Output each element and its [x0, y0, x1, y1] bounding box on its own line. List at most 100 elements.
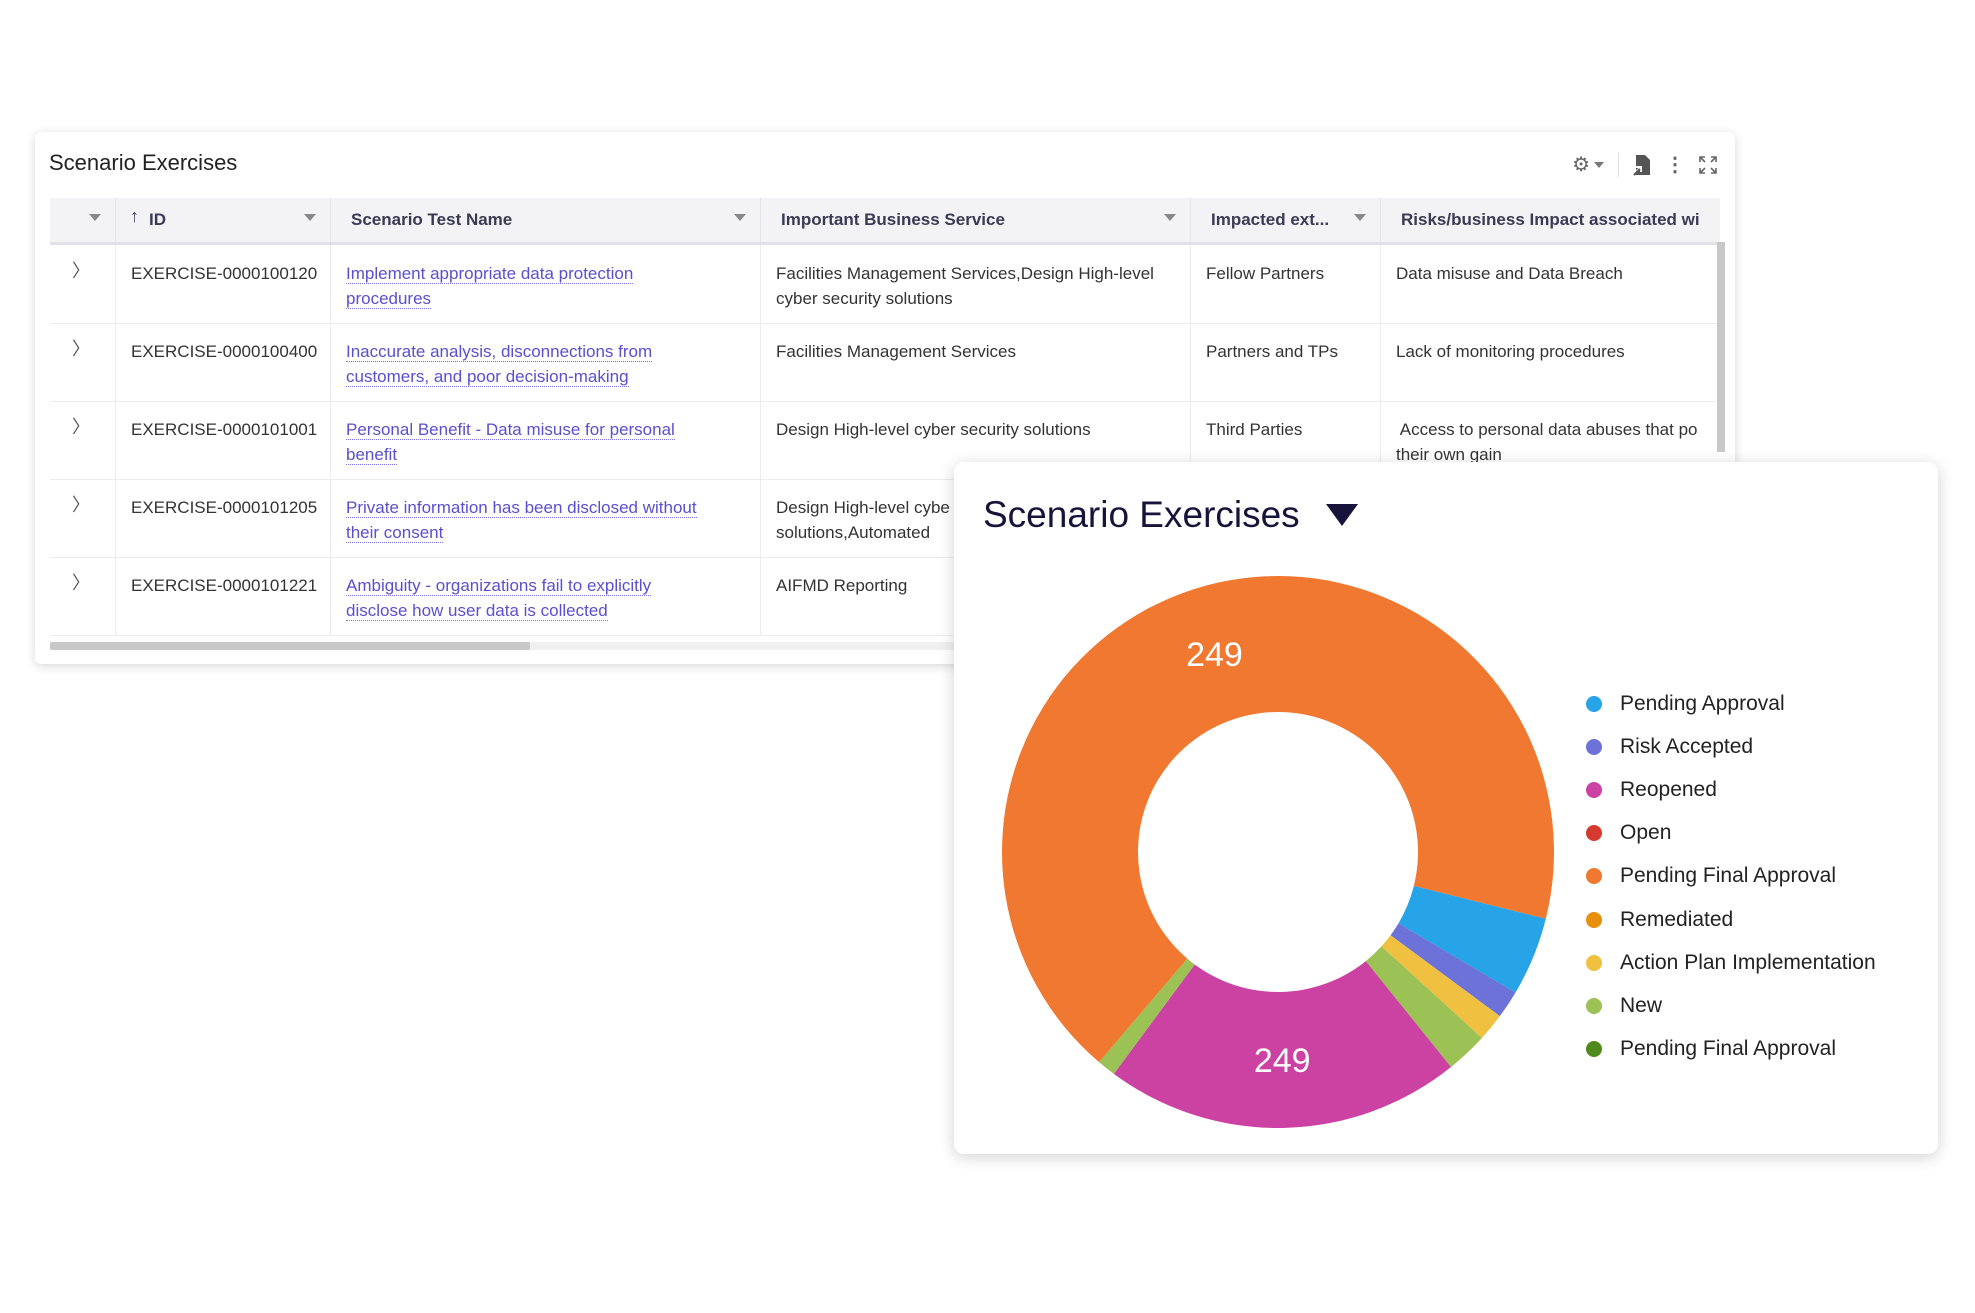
header-label: ID [149, 210, 166, 229]
caret-down-icon [734, 214, 746, 221]
donut-slice-risk-accepted[interactable] [1390, 923, 1516, 1017]
export-button[interactable] [1633, 154, 1651, 176]
cell-risk: Access to personal data abuses that po th… [1381, 401, 1720, 479]
toolbar-divider [1618, 152, 1619, 177]
donut-slice-new[interactable] [1365, 946, 1482, 1068]
expand-row-chevron-icon[interactable]: 〉 [50, 323, 116, 401]
legend-item[interactable]: Remediated [1582, 898, 1876, 941]
scenario-link[interactable]: disclose how user data is collected [346, 601, 608, 621]
scenario-link[interactable]: Ambiguity - organizations fail to explic… [346, 576, 652, 596]
donut-slice-pending-approval[interactable] [1398, 885, 1546, 993]
table-row[interactable]: 〉 EXERCISE-0000101205 Private information … [50, 479, 1720, 558]
chart-title-dropdown[interactable]: Scenario Exercises [983, 494, 1358, 536]
cell-impacted: Partners and TPs [1191, 323, 1381, 401]
legend-dot-icon [1586, 868, 1602, 885]
id-text: EXERCISE-0000100400 [131, 342, 318, 361]
legend-item[interactable]: Risk Accepted [1582, 725, 1876, 768]
header-label: Impacted ext... [1211, 210, 1330, 229]
table-title: Scenario Exercises [49, 150, 238, 175]
expand-icon [1699, 155, 1717, 174]
service-text: Facilities Management Services [776, 342, 1016, 361]
header-risks-business-impact[interactable]: Risks/business Impact associated wi [1381, 198, 1720, 242]
legend-label: Remediated [1620, 907, 1734, 931]
legend-label: Risk Accepted [1620, 734, 1754, 758]
legend-item[interactable]: Pending Final Approval [1582, 1028, 1876, 1071]
table-row[interactable]: 〉 EXERCISE-0000101221 Ambiguity - organiza… [50, 557, 1720, 636]
expand-row-chevron-icon[interactable]: 〉 [50, 401, 116, 479]
cell-service: Design High-level cybe solutions,Automate… [761, 479, 1191, 557]
more-options-button[interactable]: ⋮ [1665, 152, 1685, 177]
legend-label: Pending Final Approval [1620, 864, 1836, 888]
legend-dot-icon [1586, 781, 1602, 798]
expand-row-chevron-icon[interactable]: 〉 [50, 557, 116, 635]
vertical-dots-icon: ⋮ [1665, 154, 1685, 176]
horizontal-scrollbar[interactable] [50, 642, 1720, 650]
expand-button[interactable] [1699, 155, 1717, 174]
service-text: Design High-level cyber security solutio… [776, 420, 1091, 439]
scenario-link[interactable]: customers, and poor decision-making [346, 367, 629, 387]
legend-label: Pending Approval [1620, 691, 1785, 715]
service-text: AIFMD Reporting [776, 576, 908, 595]
legend-item[interactable]: Pending Final Approval [1582, 855, 1876, 898]
cell-risk: Lack of monitoring procedures [1381, 323, 1720, 401]
id-text: EXERCISE-0000101001 [131, 420, 318, 439]
caret-down-icon [1164, 214, 1176, 221]
chart-legend: Pending Approval Risk Accepted Reopened Ope… [1582, 682, 1876, 1071]
cell-id: EXERCISE-0000101205 [116, 479, 331, 557]
legend-label: Reopened [1620, 777, 1717, 801]
header-label: Important Business Service [781, 210, 1005, 229]
scenario-link[interactable]: Personal Benefit - Data misuse for perso… [346, 420, 675, 440]
legend-label: New [1620, 993, 1663, 1017]
donut-slice-reopened[interactable] [1113, 961, 1452, 1128]
table-row[interactable]: 〉 EXERCISE-0000100120 Implement appropriat… [50, 245, 1720, 324]
dropdown-triangle-icon[interactable] [1325, 504, 1358, 526]
donut-slice-action-plan-implementation[interactable] [1381, 935, 1500, 1038]
risk-text: Lack of monitoring procedures [1396, 342, 1625, 361]
scenario-link[interactable]: procedures [346, 289, 432, 309]
expand-row-chevron-icon[interactable]: 〉 [50, 479, 116, 557]
cell-service: Facilities Management Services,Design Hi… [761, 245, 1191, 323]
table-row[interactable]: 〉 EXERCISE-0000100400 Inaccurate analysis,… [50, 323, 1720, 402]
header-expand-col[interactable] [50, 198, 116, 242]
legend-dot-icon [1586, 911, 1602, 928]
expand-row-chevron-icon[interactable]: 〉 [50, 245, 116, 323]
legend-item[interactable]: Reopened [1582, 768, 1876, 811]
header-important-business-service[interactable]: Important Business Service [761, 198, 1191, 242]
service-text: solutions,Automated [776, 523, 931, 542]
header-label: Risks/business Impact associated wi [1401, 210, 1700, 229]
settings-button[interactable]: ⚙ [1572, 152, 1604, 177]
sort-ascending-icon: ↑ [130, 205, 139, 226]
chevron-down-icon [1594, 161, 1604, 168]
donut-slice-pending-final-approval[interactable] [1002, 576, 1554, 1063]
vertical-scrollbar[interactable] [1717, 242, 1725, 452]
legend-item[interactable]: Action Plan Implementation [1582, 941, 1876, 984]
legend-item[interactable]: New [1582, 984, 1876, 1027]
impacted-text: Third Parties [1206, 420, 1303, 439]
scenario-link[interactable]: Private information has been disclosed w… [346, 498, 697, 518]
cell-impacted: Fellow Partners [1191, 245, 1381, 323]
data-grid: ↑ ID Scenario Test Name Important Busine… [50, 198, 1720, 648]
cell-id: EXERCISE-0000101001 [116, 401, 331, 479]
scenario-link[interactable]: Inaccurate analysis, disconnections from [346, 342, 653, 362]
table-row[interactable]: 〉 EXERCISE-0000101001 Personal Benefit - D… [50, 401, 1720, 480]
scenario-link[interactable]: benefit [346, 445, 398, 465]
risk-text: Data misuse and Data Breach [1396, 264, 1623, 283]
donut-slice-new[interactable] [1099, 958, 1195, 1074]
scenario-link[interactable]: Implement appropriate data protection [346, 264, 634, 284]
legend-item[interactable]: Pending Approval [1582, 682, 1876, 725]
header-scenario-test-name[interactable]: Scenario Test Name [331, 198, 761, 242]
scenario-link[interactable]: their consent [346, 523, 444, 543]
risk-text: Access to personal data abuses that po [1396, 420, 1698, 439]
header-id[interactable]: ↑ ID [116, 198, 331, 242]
legend-item[interactable]: Open [1582, 812, 1876, 855]
scrollbar-thumb[interactable] [50, 642, 530, 650]
id-text: EXERCISE-0000101205 [131, 498, 318, 517]
slice-data-label: 249 [1254, 1042, 1311, 1080]
cell-name: Implement appropriate data protection pro… [331, 245, 761, 323]
cell-id: EXERCISE-0000101221 [116, 557, 331, 635]
cell-risk: Data misuse and Data Breach [1381, 245, 1720, 323]
cell-impacted: Third Parties [1191, 401, 1381, 479]
header-impacted-ext[interactable]: Impacted ext... [1191, 198, 1381, 242]
grid-header: ↑ ID Scenario Test Name Important Busine… [50, 198, 1720, 245]
legend-label: Open [1620, 821, 1672, 845]
